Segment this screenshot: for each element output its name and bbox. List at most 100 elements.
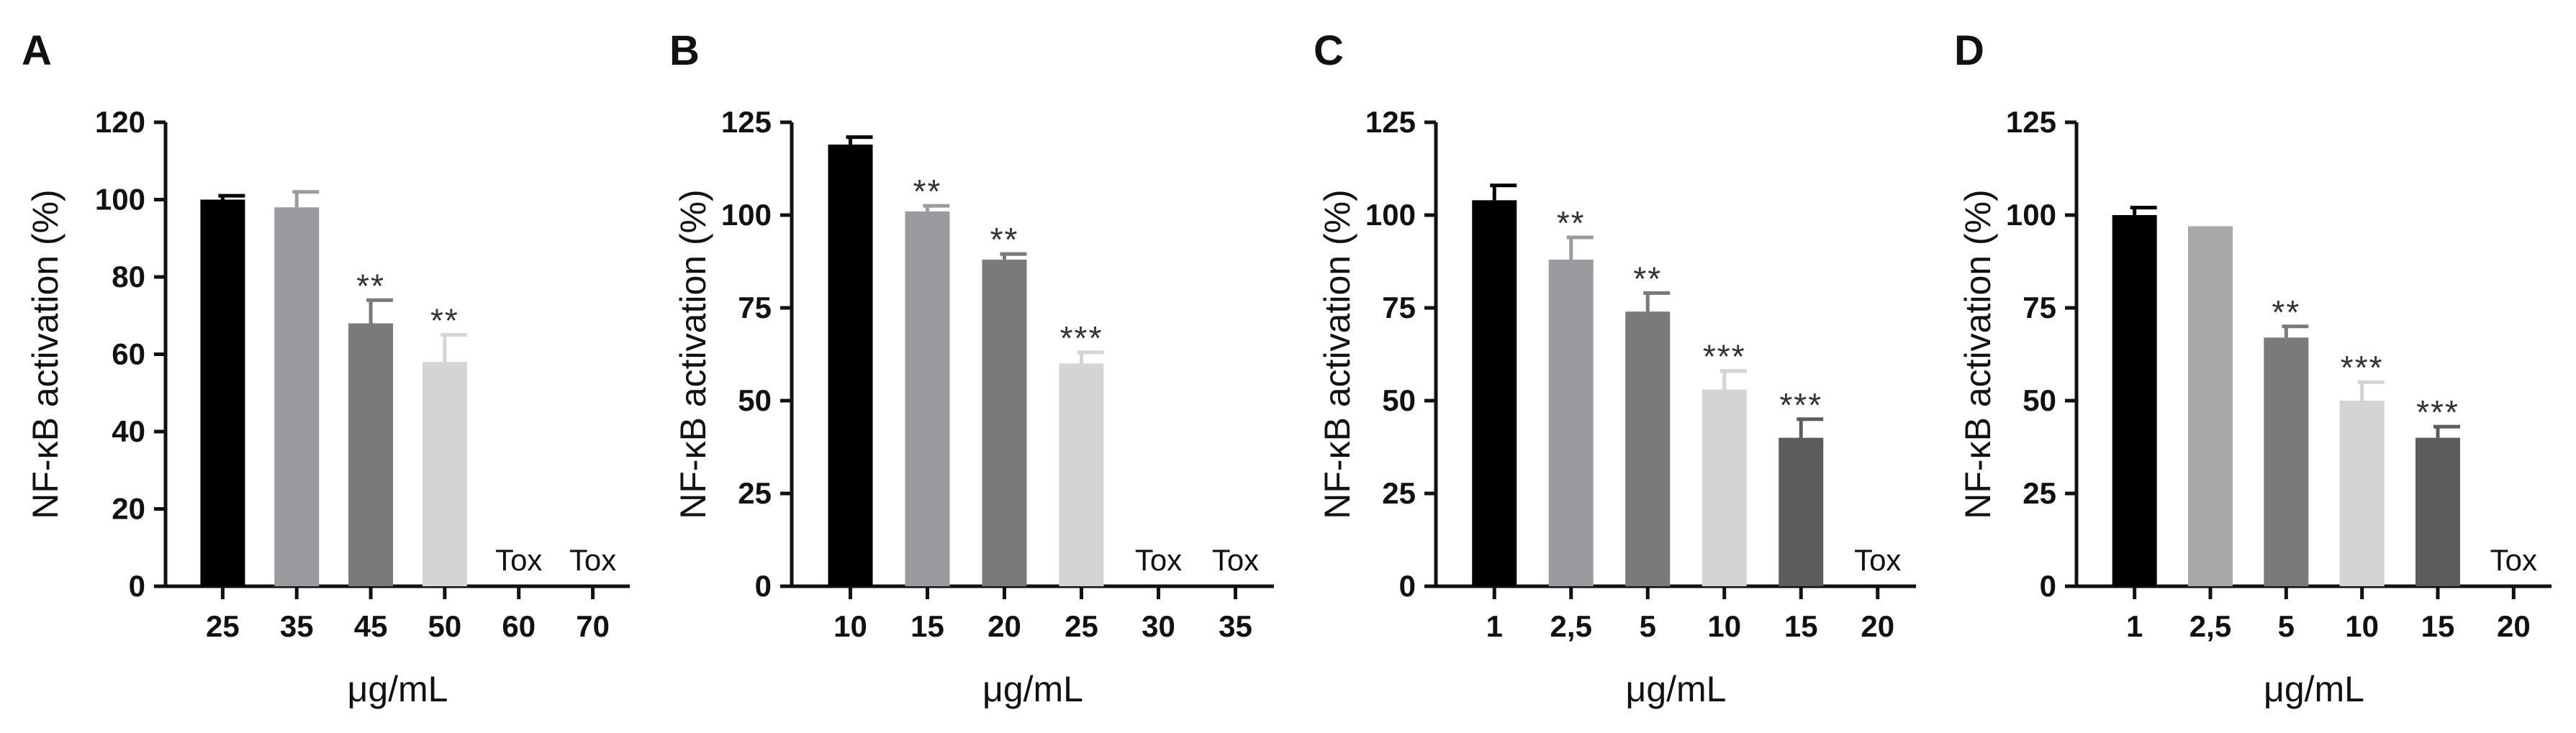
x-tick-label: 30 — [1142, 609, 1175, 643]
bar — [2188, 226, 2233, 586]
x-tick-label: 1 — [2126, 609, 2143, 643]
y-tick-label: 75 — [738, 291, 772, 324]
x-tick-label: 20 — [988, 609, 1021, 643]
x-tick-label: 10 — [2345, 609, 2379, 643]
panel-a: A NF-κB activation (%) 0 20 40 60 80 100 120 25 35… — [22, 27, 630, 709]
y-tick-label: 125 — [1365, 105, 1416, 139]
tox-label: Tox — [569, 543, 616, 577]
y-tick-label: 125 — [2006, 105, 2056, 139]
x-tick-label: 2,5 — [1550, 609, 1592, 643]
bar — [1472, 200, 1517, 586]
x-tick-label: 10 — [833, 609, 867, 643]
significance-label: ** — [430, 302, 459, 340]
significance-label: *** — [1060, 319, 1103, 357]
y-tick-label: 60 — [112, 337, 145, 371]
y-tick-label: 80 — [112, 260, 145, 293]
x-axis-label: μg/mL — [2264, 669, 2364, 709]
bar — [2112, 215, 2157, 586]
tox-label: Tox — [495, 543, 542, 577]
x-tick-label: 20 — [1861, 609, 1894, 643]
y-tick-label: 25 — [2023, 476, 2056, 510]
y-tick-label: 75 — [1382, 291, 1416, 324]
panel-letter: C — [1314, 27, 1344, 74]
x-tick-label: 35 — [1219, 609, 1252, 643]
y-tick-label: 75 — [2023, 291, 2056, 324]
bar — [1701, 389, 1747, 586]
tox-label: Tox — [2490, 543, 2537, 577]
panel-d: D NF-κB activation (%) 0 25 50 75 100 125 1 2,5 5 *… — [1954, 27, 2552, 709]
y-axis-label: NF-κB activation (%) — [673, 189, 713, 519]
y-tick-label: 20 — [112, 492, 145, 526]
y-tick-label: 125 — [721, 105, 772, 139]
significance-label: *** — [1779, 386, 1822, 424]
bar — [1548, 259, 1594, 586]
x-tick-label: 15 — [1784, 609, 1818, 643]
significance-label: ** — [913, 173, 942, 210]
x-tick-label: 60 — [502, 609, 535, 643]
x-tick-label: 25 — [1065, 609, 1098, 643]
x-tick-label: 1 — [1486, 609, 1503, 643]
x-tick-label: 5 — [2278, 609, 2295, 643]
significance-label: *** — [1703, 338, 1746, 375]
bar — [828, 144, 873, 586]
y-tick-label: 0 — [755, 569, 772, 603]
y-tick-label: 100 — [721, 198, 772, 232]
x-axis-label: μg/mL — [1626, 669, 1727, 709]
x-tick-label: 35 — [280, 609, 314, 643]
bar — [2264, 337, 2309, 586]
significance-label: *** — [2341, 349, 2384, 386]
panel-letter: D — [1954, 27, 1984, 74]
y-tick-label: 50 — [738, 383, 772, 417]
bar — [2415, 437, 2460, 586]
significance-label: ** — [2272, 293, 2300, 331]
bar — [422, 362, 467, 586]
bar — [1625, 311, 1671, 586]
bar — [982, 259, 1027, 586]
y-tick-label: 25 — [738, 476, 772, 510]
y-tick-label: 0 — [129, 569, 145, 603]
x-tick-label: 45 — [354, 609, 388, 643]
y-tick-label: 100 — [95, 183, 145, 217]
bar — [274, 207, 320, 586]
panel-c: C NF-κB activation (%) 0 25 50 75 100 125 1 2,5 **… — [1314, 27, 1916, 709]
tox-label: Tox — [1135, 543, 1182, 577]
x-tick-label: 15 — [910, 609, 944, 643]
y-tick-label: 0 — [1399, 569, 1416, 603]
x-tick-label: 25 — [206, 609, 240, 643]
bar — [1779, 437, 1824, 586]
y-axis-label: NF-κB activation (%) — [1317, 189, 1357, 519]
bar — [348, 323, 394, 586]
bar — [905, 211, 950, 587]
y-tick-label: 120 — [95, 105, 145, 139]
x-tick-label: 5 — [1640, 609, 1656, 643]
y-axis-label: NF-κB activation (%) — [1958, 189, 1998, 519]
significance-label: ** — [1557, 204, 1586, 242]
x-tick-label: 15 — [2421, 609, 2455, 643]
bar — [200, 199, 245, 586]
x-axis-label: μg/mL — [982, 669, 1083, 709]
y-tick-label: 25 — [1382, 476, 1416, 510]
y-tick-label: 50 — [1382, 383, 1416, 417]
y-axis-label: NF-κB activation (%) — [25, 189, 65, 519]
tox-label: Tox — [1212, 543, 1259, 577]
tox-label: Tox — [1854, 543, 1901, 577]
panel-letter: B — [669, 27, 700, 74]
significance-label: ** — [356, 267, 385, 304]
y-tick-label: 100 — [2006, 198, 2056, 232]
x-tick-label: 70 — [576, 609, 610, 643]
x-tick-label: 10 — [1707, 609, 1741, 643]
x-tick-label: 20 — [2497, 609, 2531, 643]
significance-label: ** — [990, 221, 1019, 258]
panel-letter: A — [22, 27, 52, 74]
y-tick-label: 0 — [2040, 569, 2056, 603]
significance-label: ** — [1633, 260, 1662, 297]
y-tick-label: 100 — [1365, 198, 1416, 232]
significance-label: *** — [2416, 393, 2459, 431]
x-tick-label: 50 — [428, 609, 462, 643]
x-tick-label: 2,5 — [2189, 609, 2231, 643]
y-tick-label: 40 — [112, 414, 145, 448]
bar — [2339, 401, 2385, 586]
bar — [1059, 363, 1104, 586]
y-tick-label: 50 — [2023, 383, 2056, 417]
